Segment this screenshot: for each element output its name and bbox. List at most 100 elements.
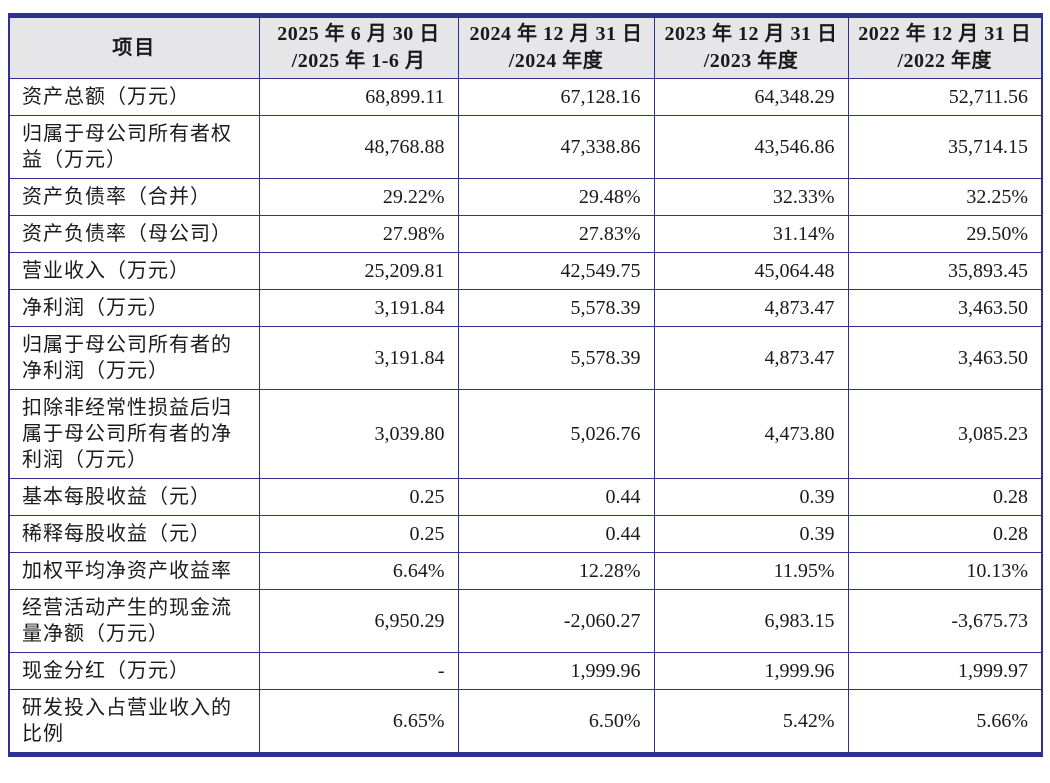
cell-value: 5,026.76 bbox=[457, 389, 655, 479]
cell-value: 64,348.29 bbox=[653, 78, 849, 116]
period-date-line: 2023 年 12 月 31 日 bbox=[664, 23, 838, 45]
table-row-revenue: 营业收入（万元） 25,209.81 42,549.75 45,064.48 3… bbox=[8, 252, 1043, 290]
col-header-item: 项目 bbox=[8, 15, 260, 79]
table-row-net-profit: 净利润（万元） 3,191.84 5,578.39 4,873.47 3,463… bbox=[8, 289, 1043, 327]
cell-value: 0.25 bbox=[258, 478, 459, 516]
cell-value: 67,128.16 bbox=[457, 78, 655, 116]
cell-value: 45,064.48 bbox=[653, 252, 849, 290]
col-header-period-2022: 2022 年 12 月 31 日 /2022 年度 bbox=[847, 15, 1043, 79]
cell-value: 12.28% bbox=[457, 552, 655, 590]
table-row-cash-dividend: 现金分红（万元） - 1,999.96 1,999.96 1,999.97 bbox=[8, 652, 1043, 690]
row-label: 归属于母公司所有者的净利润（万元） bbox=[8, 326, 260, 390]
cell-value: 3,463.50 bbox=[847, 289, 1043, 327]
header-row: 项目 2025 年 6 月 30 日 /2025 年 1-6 月 2024 年 … bbox=[8, 15, 1043, 79]
table-row-basic-eps: 基本每股收益（元） 0.25 0.44 0.39 0.28 bbox=[8, 478, 1043, 516]
cell-value: 31.14% bbox=[653, 215, 849, 253]
row-label: 基本每股收益（元） bbox=[8, 478, 260, 516]
cell-value: 0.44 bbox=[457, 478, 655, 516]
cell-value: 29.22% bbox=[258, 178, 459, 216]
row-label: 加权平均净资产收益率 bbox=[8, 552, 260, 590]
cell-value: 27.83% bbox=[457, 215, 655, 253]
cell-value: 0.39 bbox=[653, 478, 849, 516]
cell-value: 4,873.47 bbox=[653, 326, 849, 390]
row-label: 现金分红（万元） bbox=[8, 652, 260, 690]
cell-value: 32.25% bbox=[847, 178, 1043, 216]
cell-value: 29.50% bbox=[847, 215, 1043, 253]
col-header-period-2025: 2025 年 6 月 30 日 /2025 年 1-6 月 bbox=[258, 15, 459, 79]
cell-value: 0.39 bbox=[653, 515, 849, 553]
table-row-parent-equity: 归属于母公司所有者权益（万元） 48,768.88 47,338.86 43,5… bbox=[8, 115, 1043, 179]
cell-value: 35,714.15 bbox=[847, 115, 1043, 179]
row-label: 营业收入（万元） bbox=[8, 252, 260, 290]
table-row-rd-ratio: 研发投入占营业收入的比例 6.65% 6.50% 5.42% 5.66% bbox=[8, 689, 1043, 755]
cell-value: 3,085.23 bbox=[847, 389, 1043, 479]
cell-value: 35,893.45 bbox=[847, 252, 1043, 290]
cell-value: 43,546.86 bbox=[653, 115, 849, 179]
period-date-line: 2025 年 6 月 30 日 bbox=[277, 23, 440, 45]
cell-value: 47,338.86 bbox=[457, 115, 655, 179]
cell-value: 6.65% bbox=[258, 689, 459, 755]
table-row-net-profit-parent: 归属于母公司所有者的净利润（万元） 3,191.84 5,578.39 4,87… bbox=[8, 326, 1043, 390]
row-label: 研发投入占营业收入的比例 bbox=[8, 689, 260, 755]
cell-value: 0.28 bbox=[847, 478, 1043, 516]
table-row-debt-ratio-parent: 资产负债率（母公司） 27.98% 27.83% 31.14% 29.50% bbox=[8, 215, 1043, 253]
period-date-line: 2024 年 12 月 31 日 bbox=[469, 23, 643, 45]
row-label: 扣除非经常性损益后归属于母公司所有者的净利润（万元） bbox=[8, 389, 260, 479]
period-range-line: /2024 年度 bbox=[508, 50, 604, 72]
cell-value: 0.25 bbox=[258, 515, 459, 553]
cell-value: 10.13% bbox=[847, 552, 1043, 590]
cell-value: 3,039.80 bbox=[258, 389, 459, 479]
cell-value: 68,899.11 bbox=[258, 78, 459, 116]
row-label: 资产总额（万元） bbox=[8, 78, 260, 116]
table-row-net-profit-excl-nonrecurring: 扣除非经常性损益后归属于母公司所有者的净利润（万元） 3,039.80 5,02… bbox=[8, 389, 1043, 479]
cell-value: -2,060.27 bbox=[457, 589, 655, 653]
period-range-line: /2025 年 1-6 月 bbox=[291, 50, 426, 72]
period-range-line: /2022 年度 bbox=[897, 50, 993, 72]
cell-value: -3,675.73 bbox=[847, 589, 1043, 653]
cell-value: 52,711.56 bbox=[847, 78, 1043, 116]
cell-value: 32.33% bbox=[653, 178, 849, 216]
col-header-period-2024: 2024 年 12 月 31 日 /2024 年度 bbox=[457, 15, 655, 79]
cell-value: 1,999.97 bbox=[847, 652, 1043, 690]
cell-value: 5,578.39 bbox=[457, 289, 655, 327]
cell-value: 4,473.80 bbox=[653, 389, 849, 479]
cell-value: 3,463.50 bbox=[847, 326, 1043, 390]
row-label: 归属于母公司所有者权益（万元） bbox=[8, 115, 260, 179]
table-row-diluted-eps: 稀释每股收益（元） 0.25 0.44 0.39 0.28 bbox=[8, 515, 1043, 553]
cell-value: 6,950.29 bbox=[258, 589, 459, 653]
col-header-period-2023: 2023 年 12 月 31 日 /2023 年度 bbox=[653, 15, 849, 79]
cell-value: 3,191.84 bbox=[258, 326, 459, 390]
cell-value: 25,209.81 bbox=[258, 252, 459, 290]
table-row-debt-ratio-consolidated: 资产负债率（合并） 29.22% 29.48% 32.33% 32.25% bbox=[8, 178, 1043, 216]
table-row-operating-cash-flow: 经营活动产生的现金流量净额（万元） 6,950.29 -2,060.27 6,9… bbox=[8, 589, 1043, 653]
period-range-line: /2023 年度 bbox=[703, 50, 799, 72]
financial-summary-table: 项目 2025 年 6 月 30 日 /2025 年 1-6 月 2024 年 … bbox=[8, 13, 1043, 757]
cell-value: 29.48% bbox=[457, 178, 655, 216]
cell-value: 0.44 bbox=[457, 515, 655, 553]
cell-value: 5,578.39 bbox=[457, 326, 655, 390]
period-date-line: 2022 年 12 月 31 日 bbox=[858, 23, 1032, 45]
row-label: 资产负债率（母公司） bbox=[8, 215, 260, 253]
cell-value: 6,983.15 bbox=[653, 589, 849, 653]
cell-value: 11.95% bbox=[653, 552, 849, 590]
table-row-weighted-roe: 加权平均净资产收益率 6.64% 12.28% 11.95% 10.13% bbox=[8, 552, 1043, 590]
cell-value: 6.64% bbox=[258, 552, 459, 590]
row-label: 稀释每股收益（元） bbox=[8, 515, 260, 553]
cell-value: 42,549.75 bbox=[457, 252, 655, 290]
cell-value: 4,873.47 bbox=[653, 289, 849, 327]
cell-value: 3,191.84 bbox=[258, 289, 459, 327]
row-label: 资产负债率（合并） bbox=[8, 178, 260, 216]
table-row-total-assets: 资产总额（万元） 68,899.11 67,128.16 64,348.29 5… bbox=[8, 78, 1043, 116]
cell-value: - bbox=[258, 652, 459, 690]
cell-value: 48,768.88 bbox=[258, 115, 459, 179]
cell-value: 5.66% bbox=[847, 689, 1043, 755]
cell-value: 27.98% bbox=[258, 215, 459, 253]
cell-value: 6.50% bbox=[457, 689, 655, 755]
cell-value: 0.28 bbox=[847, 515, 1043, 553]
cell-value: 5.42% bbox=[653, 689, 849, 755]
row-label: 经营活动产生的现金流量净额（万元） bbox=[8, 589, 260, 653]
row-label: 净利润（万元） bbox=[8, 289, 260, 327]
cell-value: 1,999.96 bbox=[457, 652, 655, 690]
cell-value: 1,999.96 bbox=[653, 652, 849, 690]
